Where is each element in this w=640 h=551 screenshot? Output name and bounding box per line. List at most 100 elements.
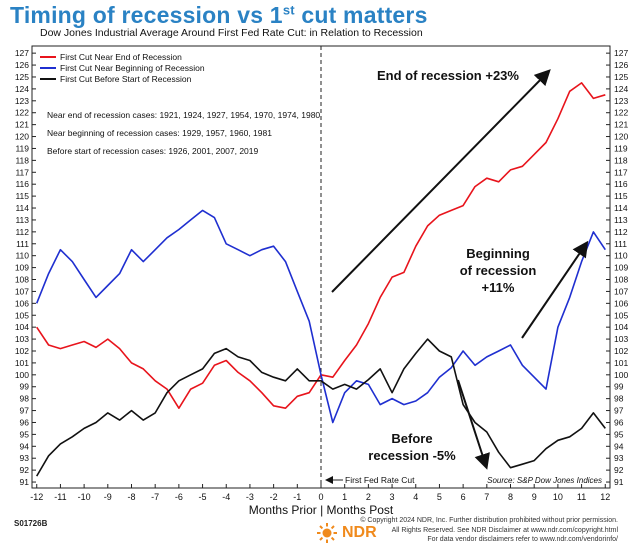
x-tick-label: 10: [553, 492, 563, 502]
y-tick-label: 118: [15, 155, 29, 165]
y-tick-label: 117: [614, 167, 628, 177]
x-tick-label: -8: [127, 492, 135, 502]
x-tick-label: -3: [246, 492, 254, 502]
y-tick-label: 102: [15, 346, 29, 356]
y-tick-label: 120: [15, 132, 29, 142]
x-tick-label: 4: [413, 492, 418, 502]
y-tick-label: 124: [15, 84, 29, 94]
y-tick-label: 126: [614, 60, 628, 70]
y-tick-label: 91: [20, 477, 30, 487]
x-tick-label: 2: [366, 492, 371, 502]
chart-id: S01726B: [14, 519, 48, 528]
x-tick-label: -7: [151, 492, 159, 502]
trend-arrows: [331, 69, 589, 470]
y-tick-label: 95: [614, 429, 624, 439]
legend-label: First Cut Near Beginning of Recession: [60, 63, 205, 73]
case-note: Before start of recession cases: 1926, 2…: [47, 146, 258, 156]
annotation-callout: Before recession -5%: [368, 431, 456, 463]
y-tick-label: 104: [614, 322, 628, 332]
y-tick-label: 112: [15, 227, 29, 237]
copyright-line: © Copyright 2024 NDR, Inc. Further distr…: [360, 517, 618, 524]
x-tick-label: -4: [222, 492, 230, 502]
y-tick-label: 91: [614, 477, 624, 487]
x-tick-label: -1: [293, 492, 301, 502]
y-tick-label: 126: [15, 60, 29, 70]
y-tick-label: 110: [15, 251, 29, 261]
x-tick-label: -5: [199, 492, 207, 502]
ndr-sun-icon: [317, 523, 337, 543]
rate-cut-label: First Fed Rate Cut: [345, 475, 415, 485]
annotation-line: End of recession +23%: [377, 68, 519, 83]
x-tick-label: 3: [390, 492, 395, 502]
y-tick-label: 114: [614, 203, 628, 213]
y-tick-label: 109: [15, 263, 29, 273]
beginning-arrow: [521, 240, 589, 339]
y-tick-label: 101: [15, 358, 29, 368]
y-tick-label: 93: [20, 453, 30, 463]
y-tick-label: 103: [15, 334, 29, 344]
headline-sup: st: [282, 2, 295, 18]
x-tick-label: -11: [54, 492, 66, 502]
x-tick-label: 12: [600, 492, 610, 502]
y-tick-label: 96: [20, 417, 30, 427]
x-tick-label: 5: [437, 492, 442, 502]
y-tick-label: 107: [614, 286, 628, 296]
y-tick-label: 121: [15, 120, 29, 130]
x-tick-label: -9: [104, 492, 112, 502]
y-tick-label: 125: [15, 72, 29, 82]
y-tick-label: 97: [614, 406, 624, 416]
y-tick-label: 116: [15, 179, 29, 189]
logo-text: NDR: [342, 524, 377, 541]
end-arrow: [331, 69, 551, 293]
before-arrow: [457, 379, 490, 470]
headline-main: Timing of recession vs 1: [10, 2, 283, 28]
x-tick-label: 7: [484, 492, 489, 502]
rights-line: All Rights Reserved. See NDR Disclaimer …: [391, 526, 618, 534]
x-tick-label: -12: [30, 492, 43, 502]
y-tick-label: 106: [614, 298, 628, 308]
chart-title: Dow Jones Industrial Average Around Firs…: [40, 27, 423, 39]
y-tick-label: 95: [20, 429, 30, 439]
y-tick-label: 118: [614, 155, 628, 165]
y-tick-label: 119: [614, 143, 628, 153]
y-tick-label: 124: [614, 84, 628, 94]
y-tick-label: 110: [614, 251, 628, 261]
y-tick-label: 93: [614, 453, 624, 463]
y-tick-label: 105: [614, 310, 628, 320]
y-tick-label: 100: [614, 370, 628, 380]
x-axis-label: Months Prior | Months Post: [249, 503, 394, 517]
y-tick-label: 113: [614, 215, 628, 225]
y-tick-label: 96: [614, 417, 624, 427]
source-text: Source: S&P Dow Jones Indices: [487, 476, 602, 485]
y-tick-label: 123: [15, 96, 29, 106]
y-tick-label: 99: [614, 382, 624, 392]
y-tick-label: 108: [15, 275, 29, 285]
annotation-line: Before: [391, 431, 432, 446]
y-tick-label: 98: [614, 394, 624, 404]
x-tick-label: 8: [508, 492, 513, 502]
y-tick-label: 122: [15, 108, 29, 118]
legend-label: First Cut Before Start of Recession: [60, 74, 192, 84]
rate-cut-marker: First Fed Rate Cut: [320, 46, 415, 488]
x-tick-label: 9: [532, 492, 537, 502]
y-tick-label: 125: [614, 72, 628, 82]
annotation-callout: Beginning of recession +11%: [460, 246, 537, 295]
y-tick-label: 100: [15, 370, 29, 380]
ndr-logo: NDR: [316, 522, 377, 544]
case-note: Near beginning of recession cases: 1929,…: [47, 128, 272, 138]
series-lines: [35, 82, 606, 477]
y-tick-label: 117: [15, 167, 29, 177]
legend-label: First Cut Near End of Recession: [60, 52, 182, 62]
headline-tail: cut matters: [294, 2, 428, 28]
annotation-line: recession -5%: [368, 448, 456, 463]
y-tick-label: 107: [15, 286, 29, 296]
y-tick-label: 92: [20, 465, 30, 475]
y-tick-label: 98: [20, 394, 30, 404]
x-tick-label: 11: [577, 492, 586, 502]
y-tick-label: 119: [15, 143, 29, 153]
y-tick-label: 94: [20, 441, 30, 451]
y-tick-label: 101: [614, 358, 628, 368]
y-tick-label: 102: [614, 346, 628, 356]
